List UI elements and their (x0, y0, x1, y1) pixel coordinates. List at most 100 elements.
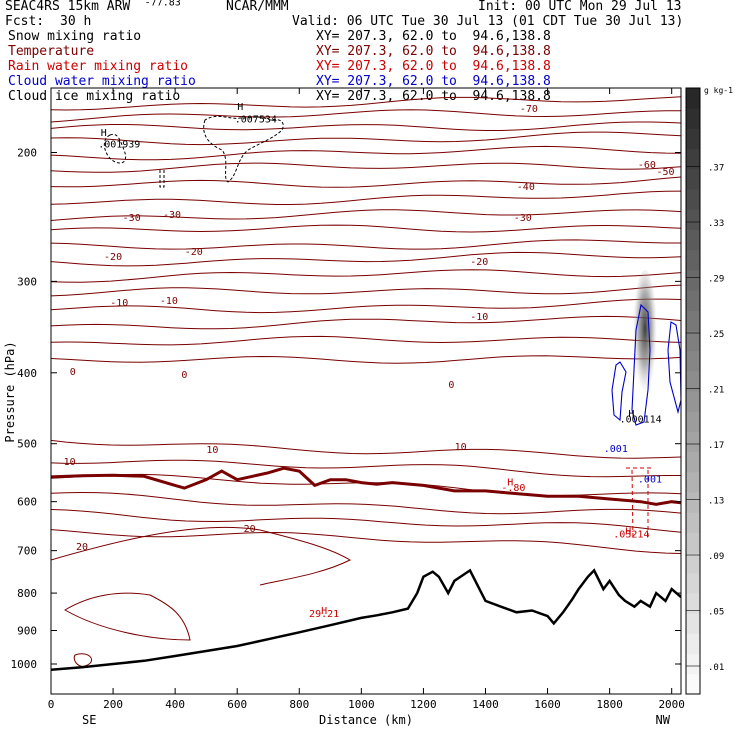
init-time: Init: 00 UTC Mon 29 Jul 13 (478, 0, 682, 14)
colorbar-tick-label: .13 (708, 497, 724, 507)
temperature-contour (51, 335, 681, 346)
colorbar-segment (686, 108, 700, 129)
colorbar-segment (686, 552, 700, 574)
temperature-contours (51, 96, 681, 667)
x-tick-label: 1800 (596, 698, 623, 711)
temperature-contour-label: -60 (638, 160, 656, 171)
x-start-label: SE (82, 713, 96, 727)
colorbar-segment (686, 572, 700, 594)
colorbar-segment (686, 128, 700, 150)
y-tick-label: 600 (17, 496, 37, 509)
x-tick-label: 1000 (348, 698, 375, 711)
annotation-text: -77.83 (145, 0, 181, 9)
temperature-contour (51, 131, 681, 146)
annotation-text: 29.21 (309, 609, 339, 620)
temperature-contour-label: -20 (104, 252, 122, 263)
x-tick-label: 600 (227, 698, 247, 711)
valid-time: Valid: 06 UTC Tue 30 Jul 13 (01 CDT Tue … (292, 14, 684, 29)
colorbar-segment (686, 209, 700, 230)
temperature-contour-label: -30 (123, 213, 141, 224)
temperature-contour-label: -40 (517, 182, 535, 193)
temperature-contour (51, 439, 681, 459)
temperature-contour (51, 529, 681, 554)
temperature-contour-label: -30 (163, 210, 181, 221)
temperature-contour-label: -20 (185, 247, 203, 258)
y-tick-label: 300 (17, 275, 37, 288)
temperature-contour (51, 239, 681, 250)
colorbar-segment (686, 593, 700, 614)
field-xy-rain: XY= 207.3, 62.0 to 94.6,138.8 (316, 59, 551, 74)
colorbar-tick-label: .05 (708, 608, 724, 618)
field-name-temperature: Temperature (8, 44, 95, 59)
x-axis-ticks: 0 200 400 600 800 1000 1200 1400 1600 1800 2000 (48, 88, 685, 711)
field-name-cloud-ice: Cloud ice mixing ratio (8, 89, 181, 104)
temperature-contour (51, 269, 681, 283)
colorbar-segment (686, 350, 700, 372)
colorbar-segment (686, 471, 700, 493)
colorbar-segment (686, 653, 700, 675)
temperature-contour-label: 20 (76, 542, 88, 553)
temperature-contour (51, 491, 681, 515)
temperature-contour (51, 145, 681, 161)
x-end-label: NW (656, 713, 671, 727)
field-name-snow: Snow mixing ratio (8, 29, 142, 44)
temperature-contour (51, 109, 681, 123)
y-tick-label: 900 (17, 625, 37, 638)
colorbar-segment (686, 88, 700, 109)
x-tick-label: 1600 (534, 698, 561, 711)
colorbar-segment (686, 370, 700, 392)
snow-maximum-shading (633, 270, 657, 400)
colorbar-tick-label: .17 (708, 441, 724, 451)
colorbar-tick-label: .09 (708, 552, 724, 562)
temperature-contour (51, 298, 681, 314)
y-tick-label: 700 (17, 545, 37, 558)
temperature-contour-label: 10 (206, 445, 218, 456)
forecast-label: Fcst: (5, 14, 45, 29)
org-label: NCAR/MMM (226, 0, 289, 14)
snow-colorbar: .01 .05 .09 .13 .17 .21 .25 .29 .33 .37 (685, 87, 724, 695)
temperature-contour-label: 10 (64, 457, 76, 468)
annotation-text: H (628, 409, 634, 420)
x-tick-label: 200 (103, 698, 123, 711)
temperature-contour (51, 355, 681, 364)
freezing-level-line (51, 466, 681, 506)
temperature-contour-label: -10 (110, 298, 128, 309)
annotation-text: .001939 (98, 140, 140, 151)
colorbar-frame (685, 87, 701, 695)
chart-annotations: H.001939H.007534-77.83H.000114.001.001H-… (98, 0, 662, 620)
y-axis-label: Pressure (hPa) (3, 341, 17, 442)
colorbar-segment (686, 512, 700, 533)
annotation-text: H (321, 606, 327, 617)
x-tick-label: 1400 (472, 698, 499, 711)
temperature-contour (51, 224, 681, 233)
annotation-text: H (101, 128, 107, 139)
temperature-contour (51, 315, 681, 330)
annotation-text: .000114 (620, 415, 662, 426)
colorbar-tick-label: .21 (708, 386, 724, 396)
temperature-contour (51, 209, 681, 221)
y-tick-label: 800 (17, 587, 37, 600)
colorbar-segment (686, 330, 700, 352)
temperature-contour (73, 653, 92, 667)
forecast-hour: 30 h (60, 14, 92, 29)
colorbar-segment (686, 168, 700, 190)
field-xy-snow: XY= 207.3, 62.0 to 94.6,138.8 (316, 29, 551, 44)
temperature-contour (51, 509, 681, 533)
temperature-contour-label: -10 (470, 312, 488, 323)
y-tick-label: 500 (17, 438, 37, 451)
annotation-text: -.80 (501, 483, 525, 494)
temperature-contour-labels: -70 -60-50 -40 -30 -30 -30 -20 -20 -20 -10 -10 -10 0… (64, 104, 675, 553)
colorbar-segment (686, 249, 700, 271)
colorbar-segment (686, 189, 700, 210)
temperature-contour (51, 121, 681, 131)
annotation-text: .001 (638, 475, 662, 486)
y-tick-label: 200 (17, 147, 37, 160)
colorbar-segment (686, 431, 700, 453)
colorbar-segment (686, 229, 700, 251)
temperature-contour-label: -50 (656, 167, 674, 178)
temperature-contour (51, 176, 681, 188)
temperature-contour-label: -10 (160, 296, 178, 307)
temperature-contour (64, 592, 191, 641)
temperature-contour-label: -20 (470, 257, 488, 268)
colorbar-segment (686, 451, 700, 473)
